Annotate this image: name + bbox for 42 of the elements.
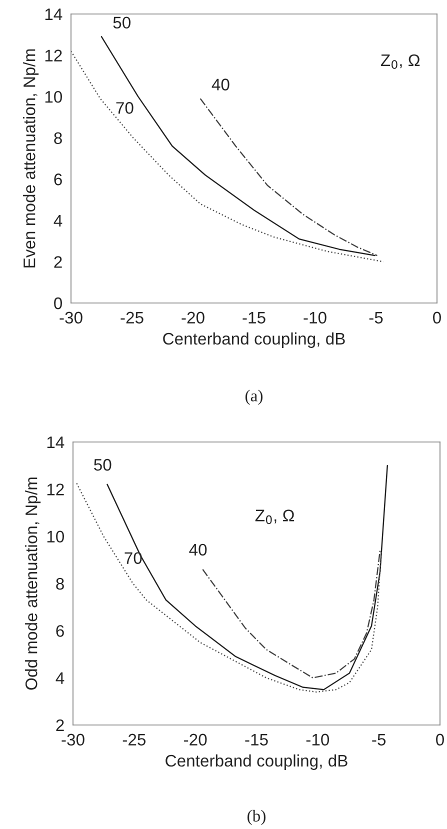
series-label: 50	[113, 16, 130, 29]
series-label: 50	[94, 458, 112, 471]
y-tick-label: 12	[47, 484, 64, 496]
annotation: Z$_{0}$, Ω	[255, 510, 294, 524]
x-tick-label: -25	[120, 312, 144, 324]
y-tick-label: 0	[54, 297, 62, 310]
x-tick-label: -5	[372, 734, 386, 746]
x-tick-label: 0	[433, 312, 441, 324]
x-tick-label: -30	[62, 734, 84, 746]
y-tick-label: 4	[54, 215, 62, 226]
x-tick-label: -15	[242, 312, 266, 324]
x-tick-label: -15	[245, 734, 268, 746]
text: (b)	[248, 810, 266, 826]
y-tick-label: 4	[56, 672, 64, 684]
y-axis-title: Even mode attenuation, Np/m	[23, 49, 39, 268]
x-axis-title: Centerband coupling, dB	[166, 754, 348, 770]
y-tick-label: 8	[54, 132, 62, 144]
x-tick-label: -20	[182, 312, 204, 324]
x-tick-label: -10	[304, 312, 326, 324]
y-tick-label: 8	[56, 578, 64, 590]
x-tick-label: -5	[369, 312, 383, 324]
y-tick-label: 2	[54, 256, 62, 268]
x-tick-label: -25	[122, 734, 146, 746]
y-tick-label: 10	[45, 90, 62, 103]
annotation: Z$_{0}$, Ω	[380, 54, 420, 69]
x-axis-title: Centerband coupling, dB	[163, 332, 345, 348]
series-label: 40	[212, 78, 230, 90]
x-tick-label: 0	[436, 734, 444, 746]
series-label: 40	[189, 544, 207, 556]
y-tick-label: 10	[47, 530, 64, 543]
y-axis-title: Odd mode attenuation, Np/m	[25, 478, 41, 690]
y-tick-label: 14	[45, 8, 62, 20]
x-tick-label: -30	[60, 312, 82, 324]
text: (a)	[245, 390, 263, 405]
y-tick-label: 6	[54, 174, 62, 186]
y-tick-label: 6	[56, 625, 64, 637]
y-tick-label: 2	[56, 719, 64, 732]
y-tick-label: 14	[47, 436, 64, 448]
y-tick-label: 12	[45, 50, 62, 62]
series-label: 70	[116, 102, 134, 114]
x-tick-label: -10	[306, 734, 330, 746]
x-tick-label: -20	[184, 734, 207, 746]
